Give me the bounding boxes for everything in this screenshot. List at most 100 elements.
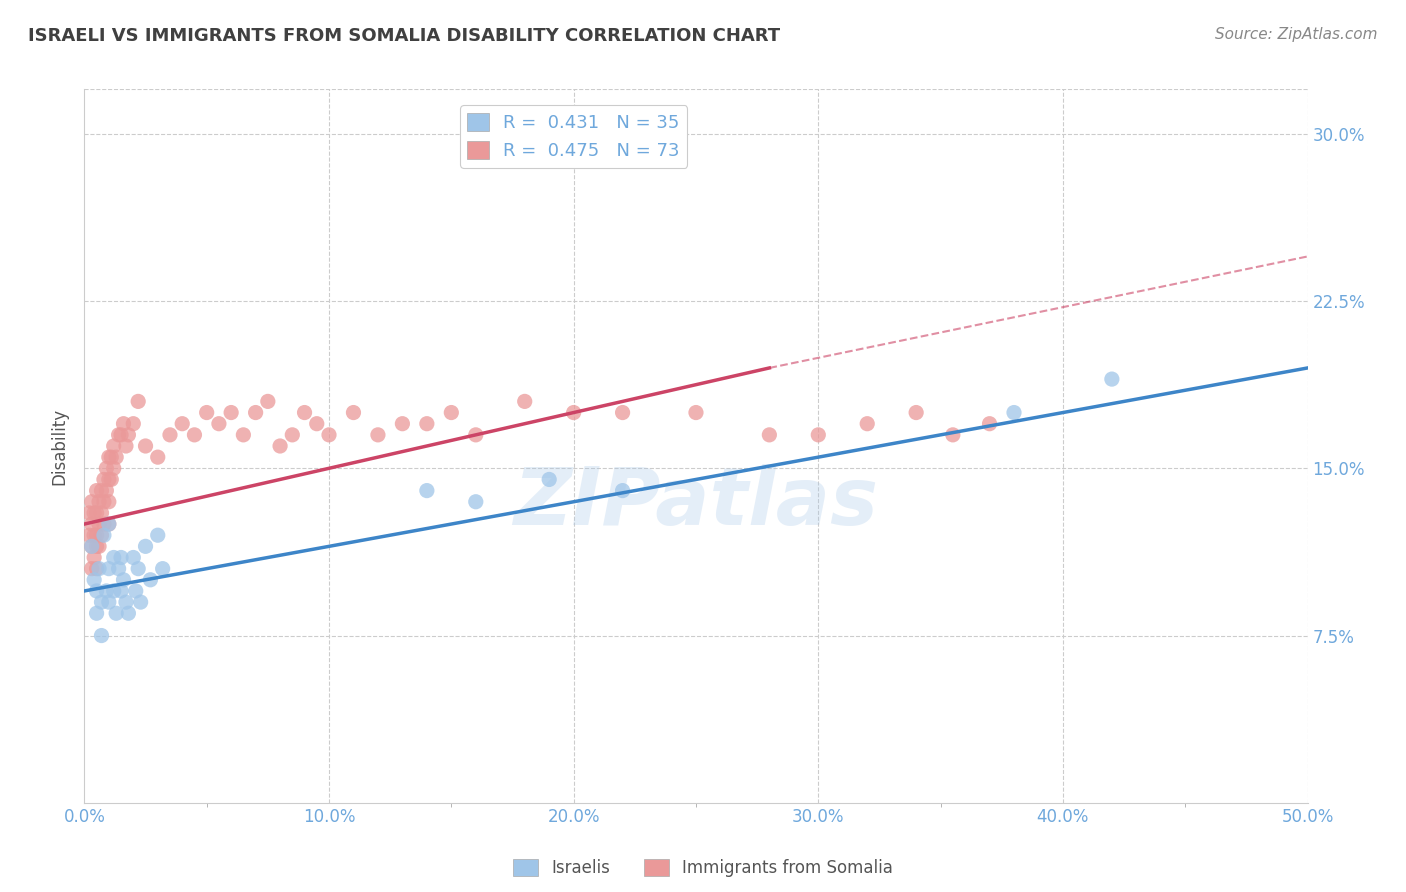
Point: [464, 494, 486, 508]
Point: [83, 550, 105, 565]
Point: [103, 583, 125, 598]
Point: [86, 607, 108, 621]
Point: [305, 417, 328, 431]
Point: [93, 494, 115, 508]
Point: [90, 528, 112, 542]
Point: [612, 405, 634, 420]
Point: [110, 583, 132, 598]
Point: [464, 427, 486, 442]
Point: [122, 417, 145, 431]
Point: [83, 528, 105, 542]
Point: [93, 517, 115, 532]
Point: [942, 427, 965, 442]
Point: [80, 539, 103, 553]
Point: [87, 539, 110, 553]
Point: [146, 450, 169, 465]
Point: [83, 573, 105, 587]
Point: [127, 562, 149, 576]
Point: [93, 528, 115, 542]
Point: [440, 405, 463, 420]
Text: ZIPatlas: ZIPatlas: [513, 464, 879, 542]
Point: [117, 427, 139, 442]
Point: [139, 573, 162, 587]
Point: [110, 550, 132, 565]
Point: [208, 417, 231, 431]
Point: [77, 528, 100, 542]
Point: [90, 595, 112, 609]
Point: [90, 483, 112, 498]
Point: [342, 405, 364, 420]
Point: [97, 562, 120, 576]
Point: [97, 595, 120, 609]
Point: [152, 562, 174, 576]
Point: [257, 394, 280, 409]
Point: [146, 528, 169, 542]
Text: Source: ZipAtlas.com: Source: ZipAtlas.com: [1215, 27, 1378, 42]
Point: [979, 417, 1001, 431]
Point: [103, 550, 125, 565]
Point: [269, 439, 291, 453]
Point: [86, 539, 108, 553]
Point: [183, 427, 205, 442]
Point: [80, 494, 103, 508]
Point: [105, 450, 128, 465]
Point: [103, 461, 125, 475]
Point: [219, 405, 242, 420]
Point: [538, 473, 561, 487]
Point: [115, 595, 138, 609]
Point: [856, 417, 879, 431]
Point: [87, 494, 110, 508]
Point: [135, 439, 157, 453]
Legend: Israelis, Immigrants from Somalia: Israelis, Immigrants from Somalia: [506, 852, 900, 884]
Point: [159, 427, 181, 442]
Point: [86, 562, 108, 576]
Point: [110, 427, 132, 442]
Point: [96, 461, 118, 475]
Point: [172, 417, 194, 431]
Point: [1002, 405, 1025, 420]
Point: [367, 427, 389, 442]
Point: [281, 427, 304, 442]
Point: [391, 417, 413, 431]
Point: [117, 607, 139, 621]
Legend: R =  0.431   N = 35, R =  0.475   N = 73: R = 0.431 N = 35, R = 0.475 N = 73: [460, 105, 688, 168]
Point: [77, 506, 100, 520]
Point: [416, 417, 439, 431]
Point: [758, 427, 780, 442]
Point: [232, 427, 254, 442]
Point: [80, 562, 103, 576]
Point: [112, 417, 135, 431]
Point: [122, 550, 145, 565]
Text: ISRAELI VS IMMIGRANTS FROM SOMALIA DISABILITY CORRELATION CHART: ISRAELI VS IMMIGRANTS FROM SOMALIA DISAB…: [28, 27, 780, 45]
Point: [195, 405, 218, 420]
Point: [100, 450, 122, 465]
Point: [96, 483, 118, 498]
Point: [103, 439, 125, 453]
Point: [115, 439, 138, 453]
Point: [87, 562, 110, 576]
Point: [1101, 372, 1123, 386]
Point: [83, 506, 105, 520]
Point: [245, 405, 267, 420]
Point: [105, 607, 128, 621]
Point: [612, 483, 634, 498]
Point: [93, 473, 115, 487]
Point: [80, 517, 103, 532]
Point: [87, 517, 110, 532]
Point: [96, 583, 118, 598]
Point: [685, 405, 707, 420]
Point: [416, 483, 439, 498]
Point: [100, 473, 122, 487]
Point: [905, 405, 928, 420]
Point: [97, 450, 120, 465]
Y-axis label: Disability: Disability: [51, 408, 69, 484]
Point: [97, 517, 120, 532]
Point: [90, 628, 112, 642]
Point: [97, 494, 120, 508]
Point: [86, 483, 108, 498]
Point: [90, 506, 112, 520]
Point: [318, 427, 340, 442]
Point: [97, 517, 120, 532]
Point: [86, 506, 108, 520]
Point: [135, 539, 157, 553]
